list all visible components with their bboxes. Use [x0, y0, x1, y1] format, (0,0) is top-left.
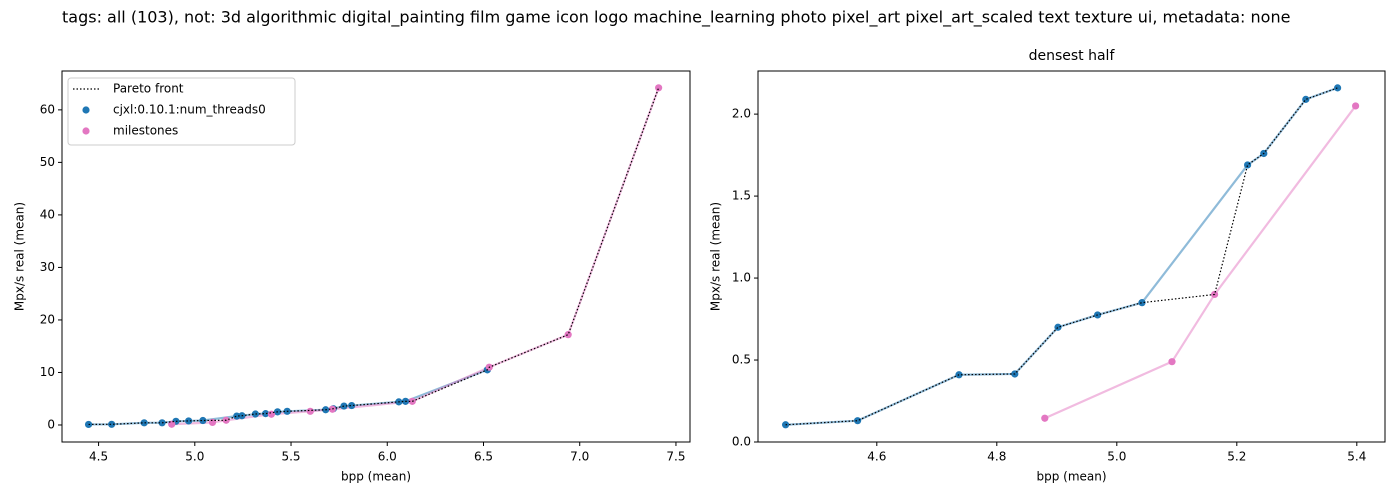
- point: [185, 417, 193, 425]
- x-axis-label: bpp (mean): [1036, 470, 1106, 484]
- y-tick-label: 30: [40, 260, 55, 274]
- y-tick-label: 60: [40, 102, 55, 116]
- legend-label: Pareto front: [113, 82, 184, 96]
- point: [854, 417, 862, 425]
- x-tick-label: 5.2: [1227, 450, 1246, 464]
- y-tick-label: 0.5: [732, 353, 751, 367]
- y-tick-label: 1.0: [732, 271, 751, 285]
- point: [306, 407, 314, 415]
- point: [340, 402, 348, 410]
- axes-frame: [61, 70, 691, 443]
- point: [262, 410, 270, 418]
- pareto-line: [785, 87, 1338, 426]
- y-axis-label: Mpx/s real (mean): [13, 202, 27, 311]
- axes-frame: [757, 70, 1386, 443]
- x-tick-label: 4.5: [89, 450, 108, 464]
- point: [1054, 323, 1062, 331]
- y-axis-label: Mpx/s real (mean): [709, 202, 723, 311]
- point: [267, 410, 275, 418]
- legend-marker: [82, 106, 90, 114]
- series-line: [785, 86, 1338, 426]
- legend-label: milestones: [113, 124, 178, 138]
- series-line: [88, 368, 488, 426]
- y-tick-label: 40: [40, 207, 55, 221]
- x-tick-label: 7.5: [666, 450, 685, 464]
- point: [1302, 95, 1310, 103]
- point: [1168, 358, 1176, 366]
- point: [140, 419, 148, 427]
- x-axis-label: bpp (mean): [341, 470, 411, 484]
- y-tick-label: 0: [47, 417, 55, 431]
- y-tick-label: 10: [40, 365, 55, 379]
- point: [208, 418, 217, 427]
- legend-marker: [82, 127, 90, 135]
- y-tick-label: 20: [40, 312, 55, 326]
- point: [564, 331, 572, 339]
- point: [1041, 414, 1049, 422]
- point: [1334, 84, 1342, 92]
- legend-label: cjxl:0.10.1:num_threads0: [113, 103, 266, 117]
- x-tick-label: 5.4: [1347, 450, 1366, 464]
- y-tick-label: 0.0: [732, 435, 751, 449]
- point: [1352, 102, 1360, 110]
- legend-box: [67, 77, 296, 146]
- point: [1138, 299, 1146, 307]
- y-tick-label: 1.5: [732, 189, 751, 203]
- point: [655, 84, 663, 92]
- x-tick-label: 6.0: [378, 450, 397, 464]
- x-tick-label: 5.0: [1107, 450, 1126, 464]
- point: [108, 420, 116, 428]
- x-tick-label: 5.5: [281, 450, 300, 464]
- x-tick-label: 7.0: [570, 450, 589, 464]
- point: [233, 412, 241, 420]
- y-tick-label: 2.0: [732, 107, 751, 121]
- x-tick-label: 4.8: [987, 450, 1006, 464]
- point: [348, 401, 356, 410]
- pareto-line: [88, 87, 660, 426]
- point: [251, 410, 260, 418]
- point: [199, 416, 207, 425]
- figure-title: tags: all (103), not: 3d algorithmic dig…: [62, 8, 1290, 28]
- axes-title: densest half: [1029, 48, 1116, 64]
- point: [1244, 161, 1252, 169]
- x-tick-label: 4.6: [867, 450, 886, 464]
- x-tick-label: 6.5: [474, 450, 493, 464]
- y-tick-label: 50: [40, 155, 55, 169]
- x-tick-label: 5.0: [185, 450, 204, 464]
- series-line: [1044, 105, 1357, 420]
